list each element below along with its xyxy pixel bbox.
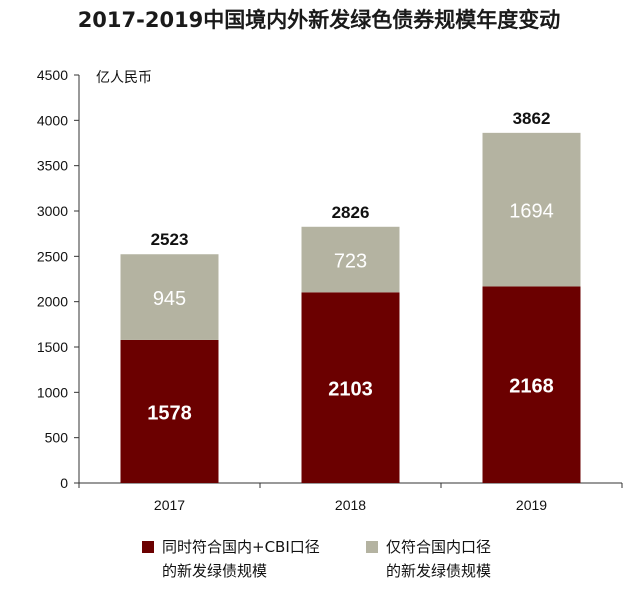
y-tick-label: 1500	[37, 339, 68, 355]
x-tick-label: 2017	[154, 497, 185, 513]
total-label: 2826	[332, 203, 370, 222]
total-label: 3862	[513, 109, 551, 128]
bar-segment-series-1	[482, 286, 581, 483]
y-tick-label: 0	[60, 475, 68, 491]
y-tick-label: 500	[45, 430, 69, 446]
bar-segment-series-2	[301, 226, 400, 293]
legend-label-series-1-line2: 的新发绿债规模	[162, 562, 268, 580]
y-tick-label: 3000	[37, 203, 68, 219]
chart-title: 2017-2019中国境内外新发绿色债券规模年度变动	[77, 8, 561, 32]
y-tick-label: 1000	[37, 384, 68, 400]
y-tick-label: 2000	[37, 294, 68, 310]
legend-label-series-2-line1: 仅符合国内口径	[386, 538, 492, 556]
data-label-series-1: 2168	[509, 376, 554, 398]
legend-label-series-2-line2: 的新发绿债规模	[386, 562, 492, 580]
y-tick-label: 4000	[37, 112, 68, 128]
bar-segment-series-1	[120, 339, 219, 483]
data-label-series-1: 1578	[147, 402, 192, 424]
legend-swatch-series-1	[142, 541, 154, 553]
total-label: 2523	[151, 230, 189, 249]
data-label-series-2: 945	[153, 288, 186, 310]
bar-segment-series-2	[120, 254, 219, 340]
x-tick-label: 2018	[335, 497, 366, 513]
data-label-series-2: 1694	[509, 201, 554, 223]
legend-label-series-1-line1: 同时符合国内+CBI口径	[162, 538, 320, 556]
y-tick-label: 4500	[37, 67, 68, 83]
y-tick-label: 2500	[37, 248, 68, 264]
y-tick-label: 3500	[37, 158, 68, 174]
data-label-series-2: 723	[334, 251, 367, 273]
bar-segment-series-2	[482, 132, 581, 287]
data-label-series-1: 2103	[328, 379, 373, 401]
bar-segment-series-1	[301, 292, 400, 483]
legend-swatch-series-2	[366, 541, 378, 553]
x-tick-label: 2019	[516, 497, 547, 513]
y-axis-title: 亿人民币	[96, 70, 152, 86]
stacked-bar-chart: 0 500 1000 1500 2000 2500 3000 3500 4000 4500 亿人民币…	[37, 67, 623, 513]
